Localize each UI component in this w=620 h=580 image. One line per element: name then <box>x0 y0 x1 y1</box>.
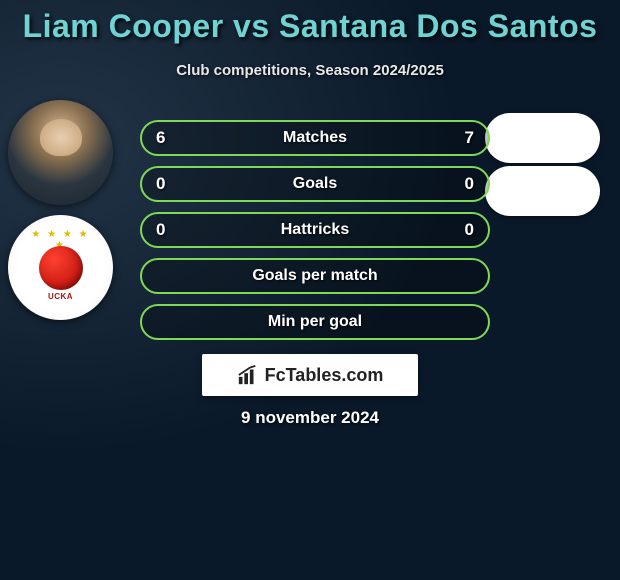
stat-left-value: 0 <box>156 220 165 240</box>
page-subtitle: Club competitions, Season 2024/2025 <box>0 62 620 79</box>
club-badge-left: ★ ★ ★ ★ ★ UCKA <box>8 215 113 320</box>
stat-row-goals: 0 Goals 0 <box>140 166 490 202</box>
stat-row-matches: 6 Matches 7 <box>140 120 490 156</box>
stat-right-value: 0 <box>465 174 474 194</box>
stat-right-value: 0 <box>465 220 474 240</box>
brand-box[interactable]: FcTables.com <box>202 354 418 396</box>
stat-label: Matches <box>283 129 347 147</box>
stat-label: Hattricks <box>281 221 349 239</box>
page-title: Liam Cooper vs Santana Dos Santos <box>0 8 620 45</box>
date-line: 9 november 2024 <box>0 408 620 428</box>
player-avatar-left <box>8 100 113 205</box>
stat-row-goals-per-match: Goals per match <box>140 258 490 294</box>
badge-graphic: ★ ★ ★ ★ ★ UCKA <box>26 233 96 303</box>
stat-label: Min per goal <box>268 313 362 331</box>
player-avatar-right-placeholder-1 <box>485 113 600 163</box>
stat-right-value: 7 <box>465 128 474 148</box>
stat-row-hattricks: 0 Hattricks 0 <box>140 212 490 248</box>
stat-label: Goals per match <box>252 267 377 285</box>
stat-label: Goals <box>293 175 337 193</box>
stat-left-value: 0 <box>156 174 165 194</box>
stat-row-min-per-goal: Min per goal <box>140 304 490 340</box>
brand-text: FcTables.com <box>265 365 384 386</box>
ball-icon <box>39 246 83 290</box>
player-avatar-right-placeholder-2 <box>485 166 600 216</box>
stat-left-value: 6 <box>156 128 165 148</box>
chart-icon <box>237 364 259 386</box>
badge-text: UCKA <box>26 292 96 301</box>
